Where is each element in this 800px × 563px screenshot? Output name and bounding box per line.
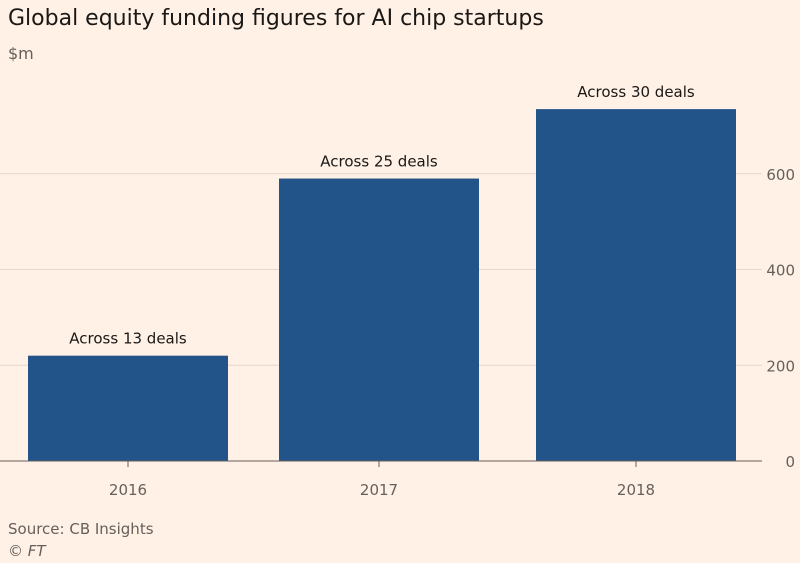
source-note: Source: CB Insights (8, 520, 154, 538)
bar-annotation: Across 13 deals (69, 330, 187, 348)
x-tick-label: 2018 (617, 481, 655, 499)
x-tick-label: 2017 (360, 481, 398, 499)
bar (536, 109, 736, 462)
unit-label: $m (8, 44, 34, 63)
chart-title: Global equity funding figures for AI chi… (8, 6, 544, 31)
bar (279, 178, 479, 461)
bar-annotation: Across 30 deals (577, 83, 695, 101)
credit-note: © FT (8, 542, 46, 560)
x-tick-label: 2016 (109, 481, 147, 499)
y-tick-label: 400 (766, 262, 795, 280)
y-tick-label: 600 (766, 166, 795, 184)
bar (28, 355, 228, 461)
bar-annotation: Across 25 deals (320, 153, 438, 171)
y-tick-label: 0 (785, 453, 795, 471)
y-tick-label: 200 (766, 357, 795, 375)
